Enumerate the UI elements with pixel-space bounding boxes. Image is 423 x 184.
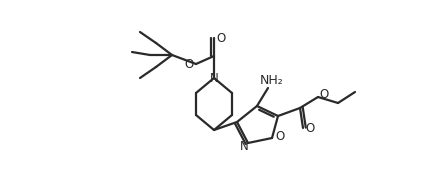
Text: N: N xyxy=(239,141,248,153)
Text: O: O xyxy=(319,89,329,102)
Text: O: O xyxy=(184,57,194,70)
Text: O: O xyxy=(275,130,285,142)
Text: N: N xyxy=(210,72,218,84)
Text: O: O xyxy=(217,31,225,45)
Text: NH₂: NH₂ xyxy=(260,73,284,86)
Text: O: O xyxy=(305,121,315,135)
